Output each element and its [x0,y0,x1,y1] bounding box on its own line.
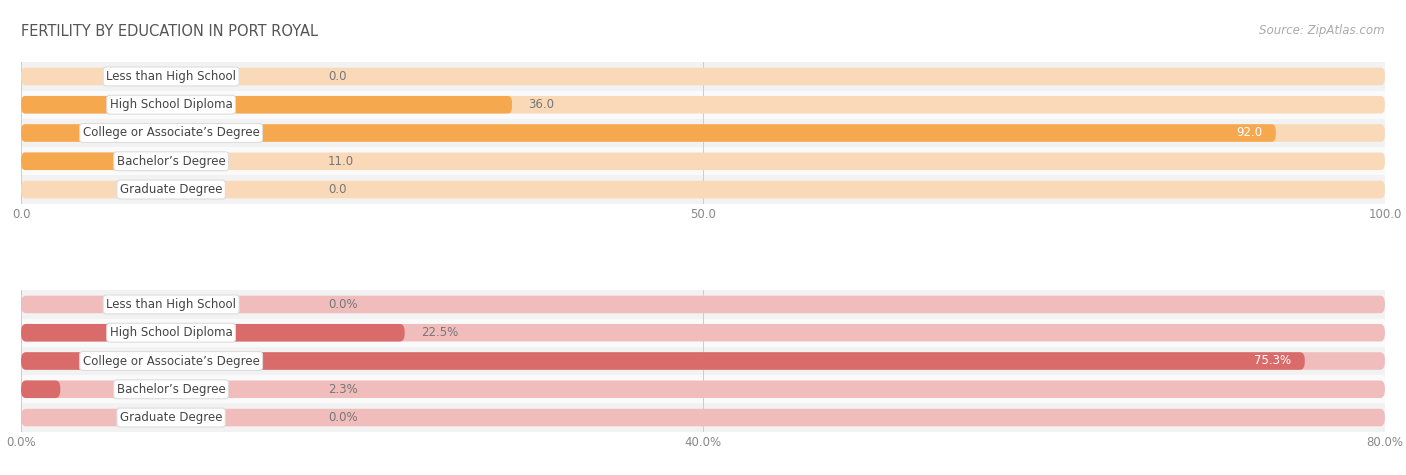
Bar [21,347,1385,375]
Bar [21,175,1385,204]
Bar [21,147,1385,175]
Text: 0.0: 0.0 [328,70,346,83]
FancyBboxPatch shape [21,96,512,114]
Text: Graduate Degree: Graduate Degree [120,411,222,424]
Text: College or Associate’s Degree: College or Associate’s Degree [83,354,260,368]
Text: Less than High School: Less than High School [105,70,236,83]
Text: 0.0%: 0.0% [328,411,357,424]
FancyBboxPatch shape [21,68,1385,85]
FancyBboxPatch shape [21,409,1385,427]
Text: High School Diploma: High School Diploma [110,326,232,339]
FancyBboxPatch shape [21,124,1385,142]
Text: FERTILITY BY EDUCATION IN PORT ROYAL: FERTILITY BY EDUCATION IN PORT ROYAL [21,24,318,39]
FancyBboxPatch shape [21,380,1385,398]
FancyBboxPatch shape [21,152,172,170]
Text: 0.0: 0.0 [328,183,346,196]
Text: College or Associate’s Degree: College or Associate’s Degree [83,126,260,140]
FancyBboxPatch shape [21,152,1385,170]
Bar [21,403,1385,432]
FancyBboxPatch shape [21,181,1385,198]
Bar [21,319,1385,347]
FancyBboxPatch shape [21,295,1385,313]
Text: 22.5%: 22.5% [420,326,458,339]
Text: 75.3%: 75.3% [1254,354,1291,368]
Text: 92.0: 92.0 [1236,126,1263,140]
Text: 0.0%: 0.0% [328,298,357,311]
Text: 11.0: 11.0 [328,155,354,168]
Bar [21,62,1385,91]
FancyBboxPatch shape [21,124,1275,142]
Text: 36.0: 36.0 [529,98,554,111]
Text: 2.3%: 2.3% [328,383,357,396]
Text: Source: ZipAtlas.com: Source: ZipAtlas.com [1260,24,1385,37]
FancyBboxPatch shape [21,324,1385,342]
Bar [21,375,1385,403]
Text: High School Diploma: High School Diploma [110,98,232,111]
Text: Graduate Degree: Graduate Degree [120,183,222,196]
Bar [21,119,1385,147]
FancyBboxPatch shape [21,380,60,398]
FancyBboxPatch shape [21,352,1305,370]
Bar [21,91,1385,119]
FancyBboxPatch shape [21,324,405,342]
Text: Bachelor’s Degree: Bachelor’s Degree [117,383,225,396]
FancyBboxPatch shape [21,96,1385,114]
Text: Less than High School: Less than High School [105,298,236,311]
Bar [21,290,1385,319]
FancyBboxPatch shape [21,352,1385,370]
Text: Bachelor’s Degree: Bachelor’s Degree [117,155,225,168]
